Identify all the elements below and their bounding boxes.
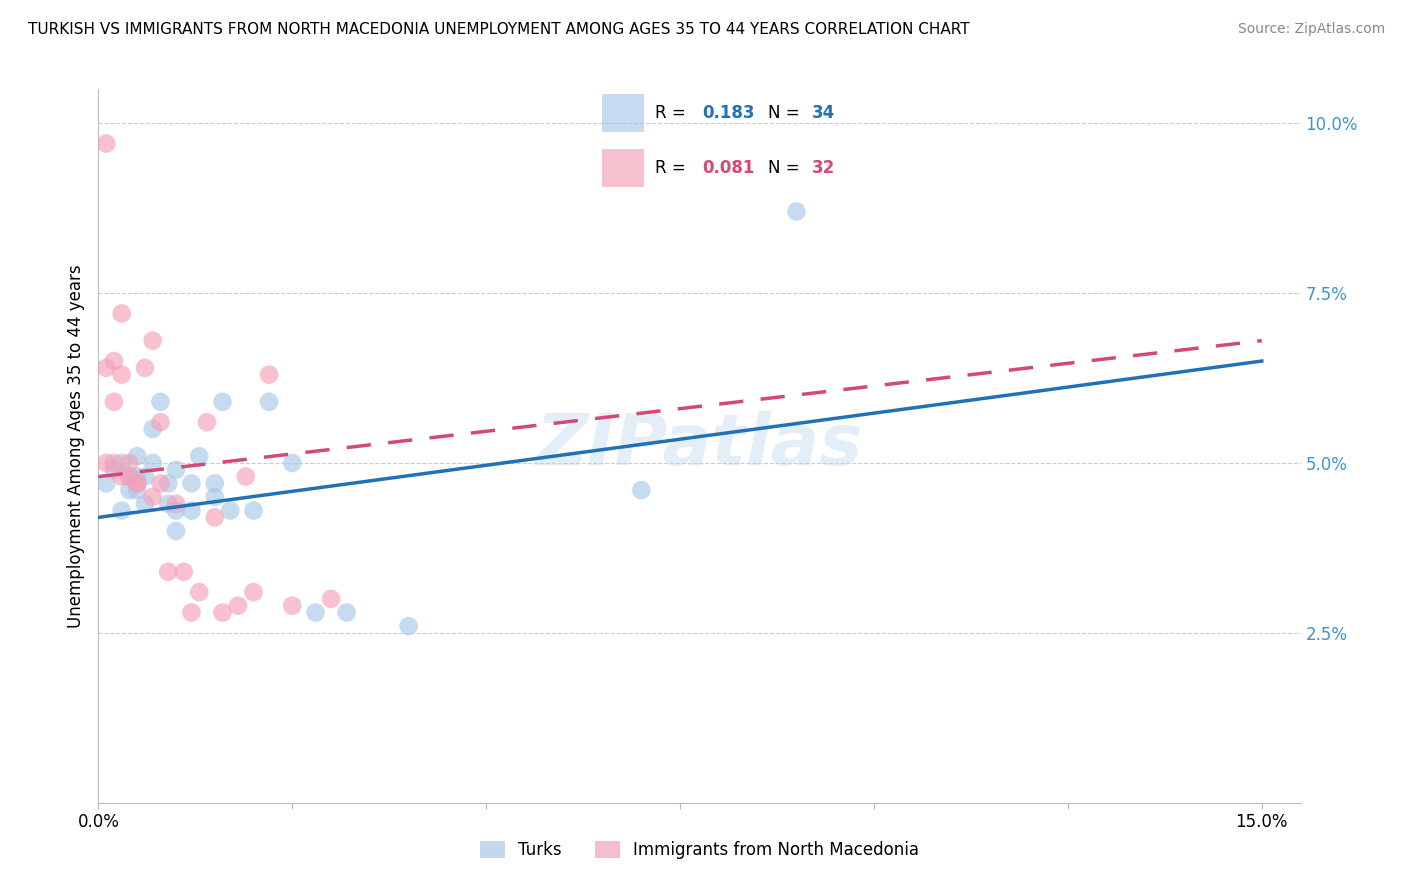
Text: R =: R =	[655, 103, 692, 122]
Point	[96, 476, 118, 491]
Point	[195, 415, 218, 429]
Point	[211, 606, 233, 620]
Legend: Turks, Immigrants from North Macedonia: Turks, Immigrants from North Macedonia	[479, 840, 920, 859]
Point	[257, 368, 280, 382]
Point	[127, 469, 149, 483]
Text: ZIPatlas: ZIPatlas	[536, 411, 863, 481]
Text: N =: N =	[768, 103, 804, 122]
Y-axis label: Unemployment Among Ages 35 to 44 years: Unemployment Among Ages 35 to 44 years	[66, 264, 84, 628]
Text: 34: 34	[813, 103, 835, 122]
Point	[127, 476, 149, 491]
Point	[281, 599, 304, 613]
Point	[103, 354, 125, 368]
Point	[188, 585, 211, 599]
Point	[188, 449, 211, 463]
Text: 0.081: 0.081	[703, 159, 755, 178]
Point	[134, 497, 156, 511]
Bar	[602, 149, 644, 187]
Point	[103, 456, 125, 470]
Point	[242, 503, 264, 517]
Text: N =: N =	[768, 159, 804, 178]
Point	[157, 497, 180, 511]
Point	[149, 415, 172, 429]
Point	[134, 360, 156, 375]
Point	[111, 503, 134, 517]
Point	[127, 476, 149, 491]
Text: 32: 32	[813, 159, 835, 178]
Point	[204, 490, 226, 504]
Point	[319, 591, 342, 606]
Point	[103, 394, 125, 409]
Point	[165, 524, 187, 538]
Point	[111, 306, 134, 320]
Point	[142, 334, 165, 348]
Point	[149, 476, 172, 491]
Text: R =: R =	[655, 159, 692, 178]
Point	[142, 456, 165, 470]
Point	[118, 456, 141, 470]
Point	[96, 456, 118, 470]
Point	[630, 483, 652, 498]
Point	[149, 394, 172, 409]
Point	[127, 483, 149, 498]
Point	[157, 476, 180, 491]
Point	[235, 469, 257, 483]
Point	[211, 394, 233, 409]
Point	[226, 599, 249, 613]
Point	[103, 463, 125, 477]
Point	[180, 476, 202, 491]
Point	[118, 469, 141, 483]
Point	[281, 456, 304, 470]
Point	[173, 565, 195, 579]
Point	[180, 606, 202, 620]
Point	[111, 368, 134, 382]
Point	[96, 136, 118, 151]
Point	[219, 503, 242, 517]
Point	[204, 476, 226, 491]
Point	[118, 483, 141, 498]
Point	[111, 469, 134, 483]
Point	[111, 456, 134, 470]
Point	[398, 619, 420, 633]
Point	[180, 503, 202, 517]
Text: 0.183: 0.183	[703, 103, 755, 122]
Point	[127, 449, 149, 463]
Point	[304, 606, 326, 620]
Point	[165, 463, 187, 477]
Point	[165, 503, 187, 517]
Point	[257, 394, 280, 409]
Point	[96, 360, 118, 375]
Point	[118, 469, 141, 483]
Point	[165, 497, 187, 511]
Point	[785, 204, 807, 219]
Point	[157, 565, 180, 579]
Text: Source: ZipAtlas.com: Source: ZipAtlas.com	[1237, 22, 1385, 37]
Point	[134, 469, 156, 483]
Point	[242, 585, 264, 599]
Point	[142, 490, 165, 504]
Point	[142, 422, 165, 436]
Text: TURKISH VS IMMIGRANTS FROM NORTH MACEDONIA UNEMPLOYMENT AMONG AGES 35 TO 44 YEAR: TURKISH VS IMMIGRANTS FROM NORTH MACEDON…	[28, 22, 970, 37]
Point	[336, 606, 359, 620]
Bar	[602, 94, 644, 132]
Point	[204, 510, 226, 524]
